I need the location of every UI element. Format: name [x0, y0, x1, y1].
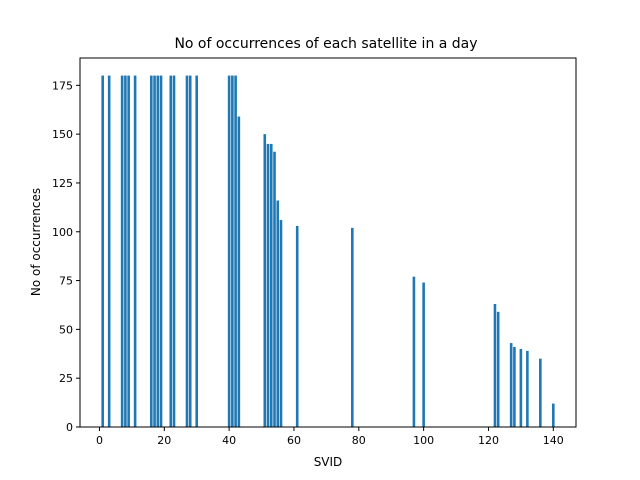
- bar-svid-61: [295, 225, 299, 427]
- bar-svid-30: [195, 75, 199, 428]
- bar-svid-78: [351, 227, 354, 427]
- y-axis-ticks: 0 25 50 75 100 125 150 175: [52, 79, 80, 434]
- y-tick-label: 150: [52, 128, 73, 141]
- bar-svid-17: [153, 75, 156, 428]
- bar-svid-132: [526, 350, 529, 427]
- bar-svid-136: [539, 358, 542, 427]
- y-tick-label: 50: [59, 323, 73, 336]
- x-tick-label: 20: [157, 434, 171, 447]
- x-tick-label: 120: [478, 434, 499, 447]
- bar-svid-40: [227, 75, 231, 428]
- y-tick-label: 25: [59, 372, 73, 385]
- bar-svid-128: [513, 346, 516, 427]
- x-tick-label: 60: [287, 434, 301, 447]
- y-tick-label: 175: [52, 79, 73, 92]
- bar-svid-41: [231, 75, 234, 428]
- x-tick-label: 40: [222, 434, 236, 447]
- bar-svid-140: [552, 403, 555, 427]
- bar-svid-123: [496, 311, 500, 427]
- bar-svid-9: [127, 75, 130, 428]
- bar-svid-16: [150, 75, 153, 428]
- bar-svid-7: [120, 75, 124, 428]
- chart-title: No of occurrences of each satellite in a…: [174, 36, 477, 52]
- bar-svid-27: [185, 75, 189, 428]
- bar-svid-130: [519, 348, 523, 427]
- bars-group: [101, 75, 555, 428]
- bar-svid-97: [412, 276, 416, 427]
- bar-svid-28: [188, 75, 192, 428]
- y-tick-label: 0: [66, 421, 73, 434]
- bar-svid-19: [159, 75, 163, 428]
- y-tick-label: 100: [52, 226, 73, 239]
- bar-svid-11: [133, 75, 137, 428]
- bar-svid-1: [101, 75, 104, 428]
- bar-svid-127: [509, 343, 513, 427]
- bar-svid-56: [279, 220, 283, 427]
- bar-svid-18: [156, 75, 160, 428]
- plot-frame: [79, 57, 577, 428]
- y-tick-label: 75: [59, 275, 73, 288]
- bar-svid-22: [169, 75, 173, 428]
- x-tick-label: 0: [96, 434, 103, 447]
- bar-svid-51: [263, 134, 267, 427]
- bar-svid-55: [276, 200, 280, 427]
- y-tick-label: 125: [52, 177, 73, 190]
- bar-svid-43: [237, 116, 241, 428]
- bar-svid-122: [493, 304, 497, 427]
- bar-svid-8: [124, 75, 127, 428]
- x-tick-label: 80: [352, 434, 366, 447]
- bar-svid-53: [269, 143, 273, 427]
- x-tick-label: 100: [413, 434, 434, 447]
- bar-svid-100: [422, 282, 425, 427]
- x-axis-label: SVID: [314, 455, 343, 469]
- bar-svid-3: [107, 75, 111, 428]
- bar-svid-42: [234, 75, 237, 428]
- x-tick-label: 140: [543, 434, 564, 447]
- x-axis-ticks: 0 20 40 60 80 100 120 140: [96, 427, 564, 447]
- bar-svid-52: [266, 143, 270, 427]
- bar-svid-23: [172, 75, 176, 428]
- bar-svid-54: [273, 151, 276, 427]
- y-axis-label: No of occurrences: [29, 188, 43, 296]
